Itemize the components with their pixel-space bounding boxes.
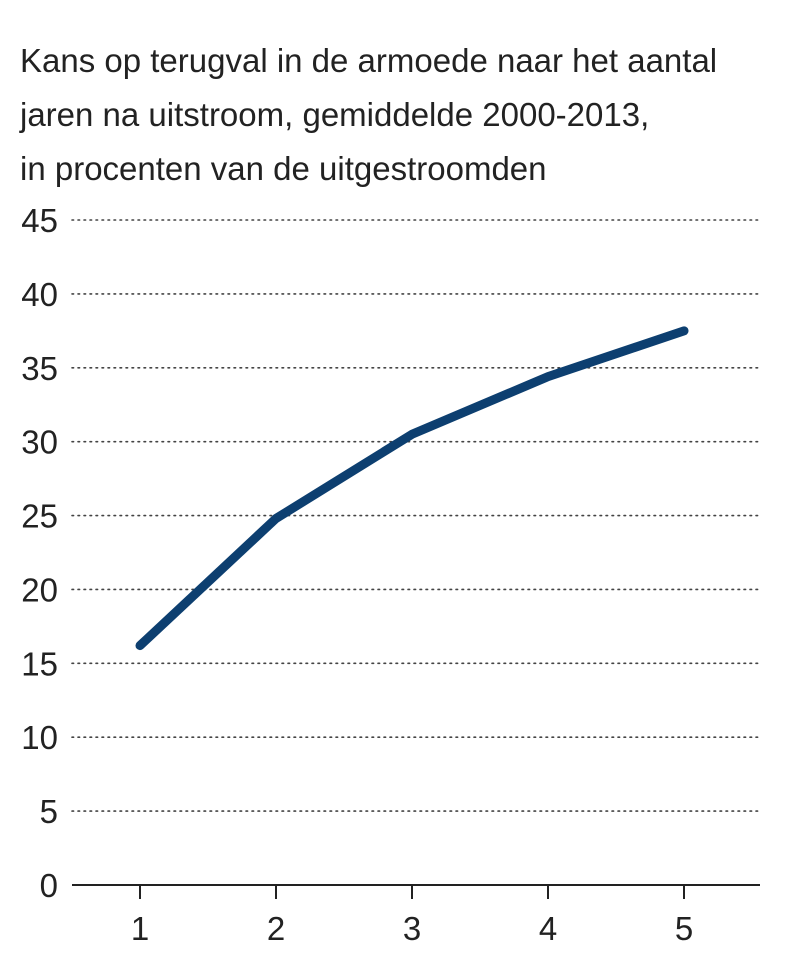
chart-title-line-3: in procenten van de uitgestroomden <box>20 150 547 187</box>
chart-title-line-2: jaren na uitstroom, gemiddelde 2000-2013… <box>20 96 650 133</box>
y-tick-label-20: 20 <box>21 571 58 608</box>
y-tick-label-35: 35 <box>21 350 58 387</box>
y-tick-label-5: 5 <box>40 793 58 830</box>
chart-title-line-1: Kans op terugval in de armoede naar het … <box>20 42 718 79</box>
y-tick-label-30: 30 <box>21 424 58 461</box>
y-tick-label-10: 10 <box>21 719 58 756</box>
x-tick-label-3: 3 <box>403 910 421 947</box>
y-tick-label-15: 15 <box>21 645 58 682</box>
series-layer <box>135 326 689 651</box>
y-tick-label-45: 45 <box>21 202 58 239</box>
series-line-0 <box>135 326 689 651</box>
x-tick-label-2: 2 <box>267 910 285 947</box>
y-tick-label-25: 25 <box>21 498 58 535</box>
x-axis-ticks <box>139 885 685 899</box>
x-axis-tick-labels: 1 2 3 4 5 <box>131 910 693 947</box>
x-tick-label-1: 1 <box>131 910 149 947</box>
grid-lines <box>71 219 761 812</box>
y-axis-tick-labels: 0 5 10 15 20 25 30 35 40 45 <box>21 202 58 904</box>
chart-title: Kans op terugval in de armoede naar het … <box>20 34 790 196</box>
x-tick-label-5: 5 <box>675 910 693 947</box>
x-tick-label-4: 4 <box>539 910 557 947</box>
y-tick-label-40: 40 <box>21 276 58 313</box>
y-tick-label-0: 0 <box>40 867 58 904</box>
